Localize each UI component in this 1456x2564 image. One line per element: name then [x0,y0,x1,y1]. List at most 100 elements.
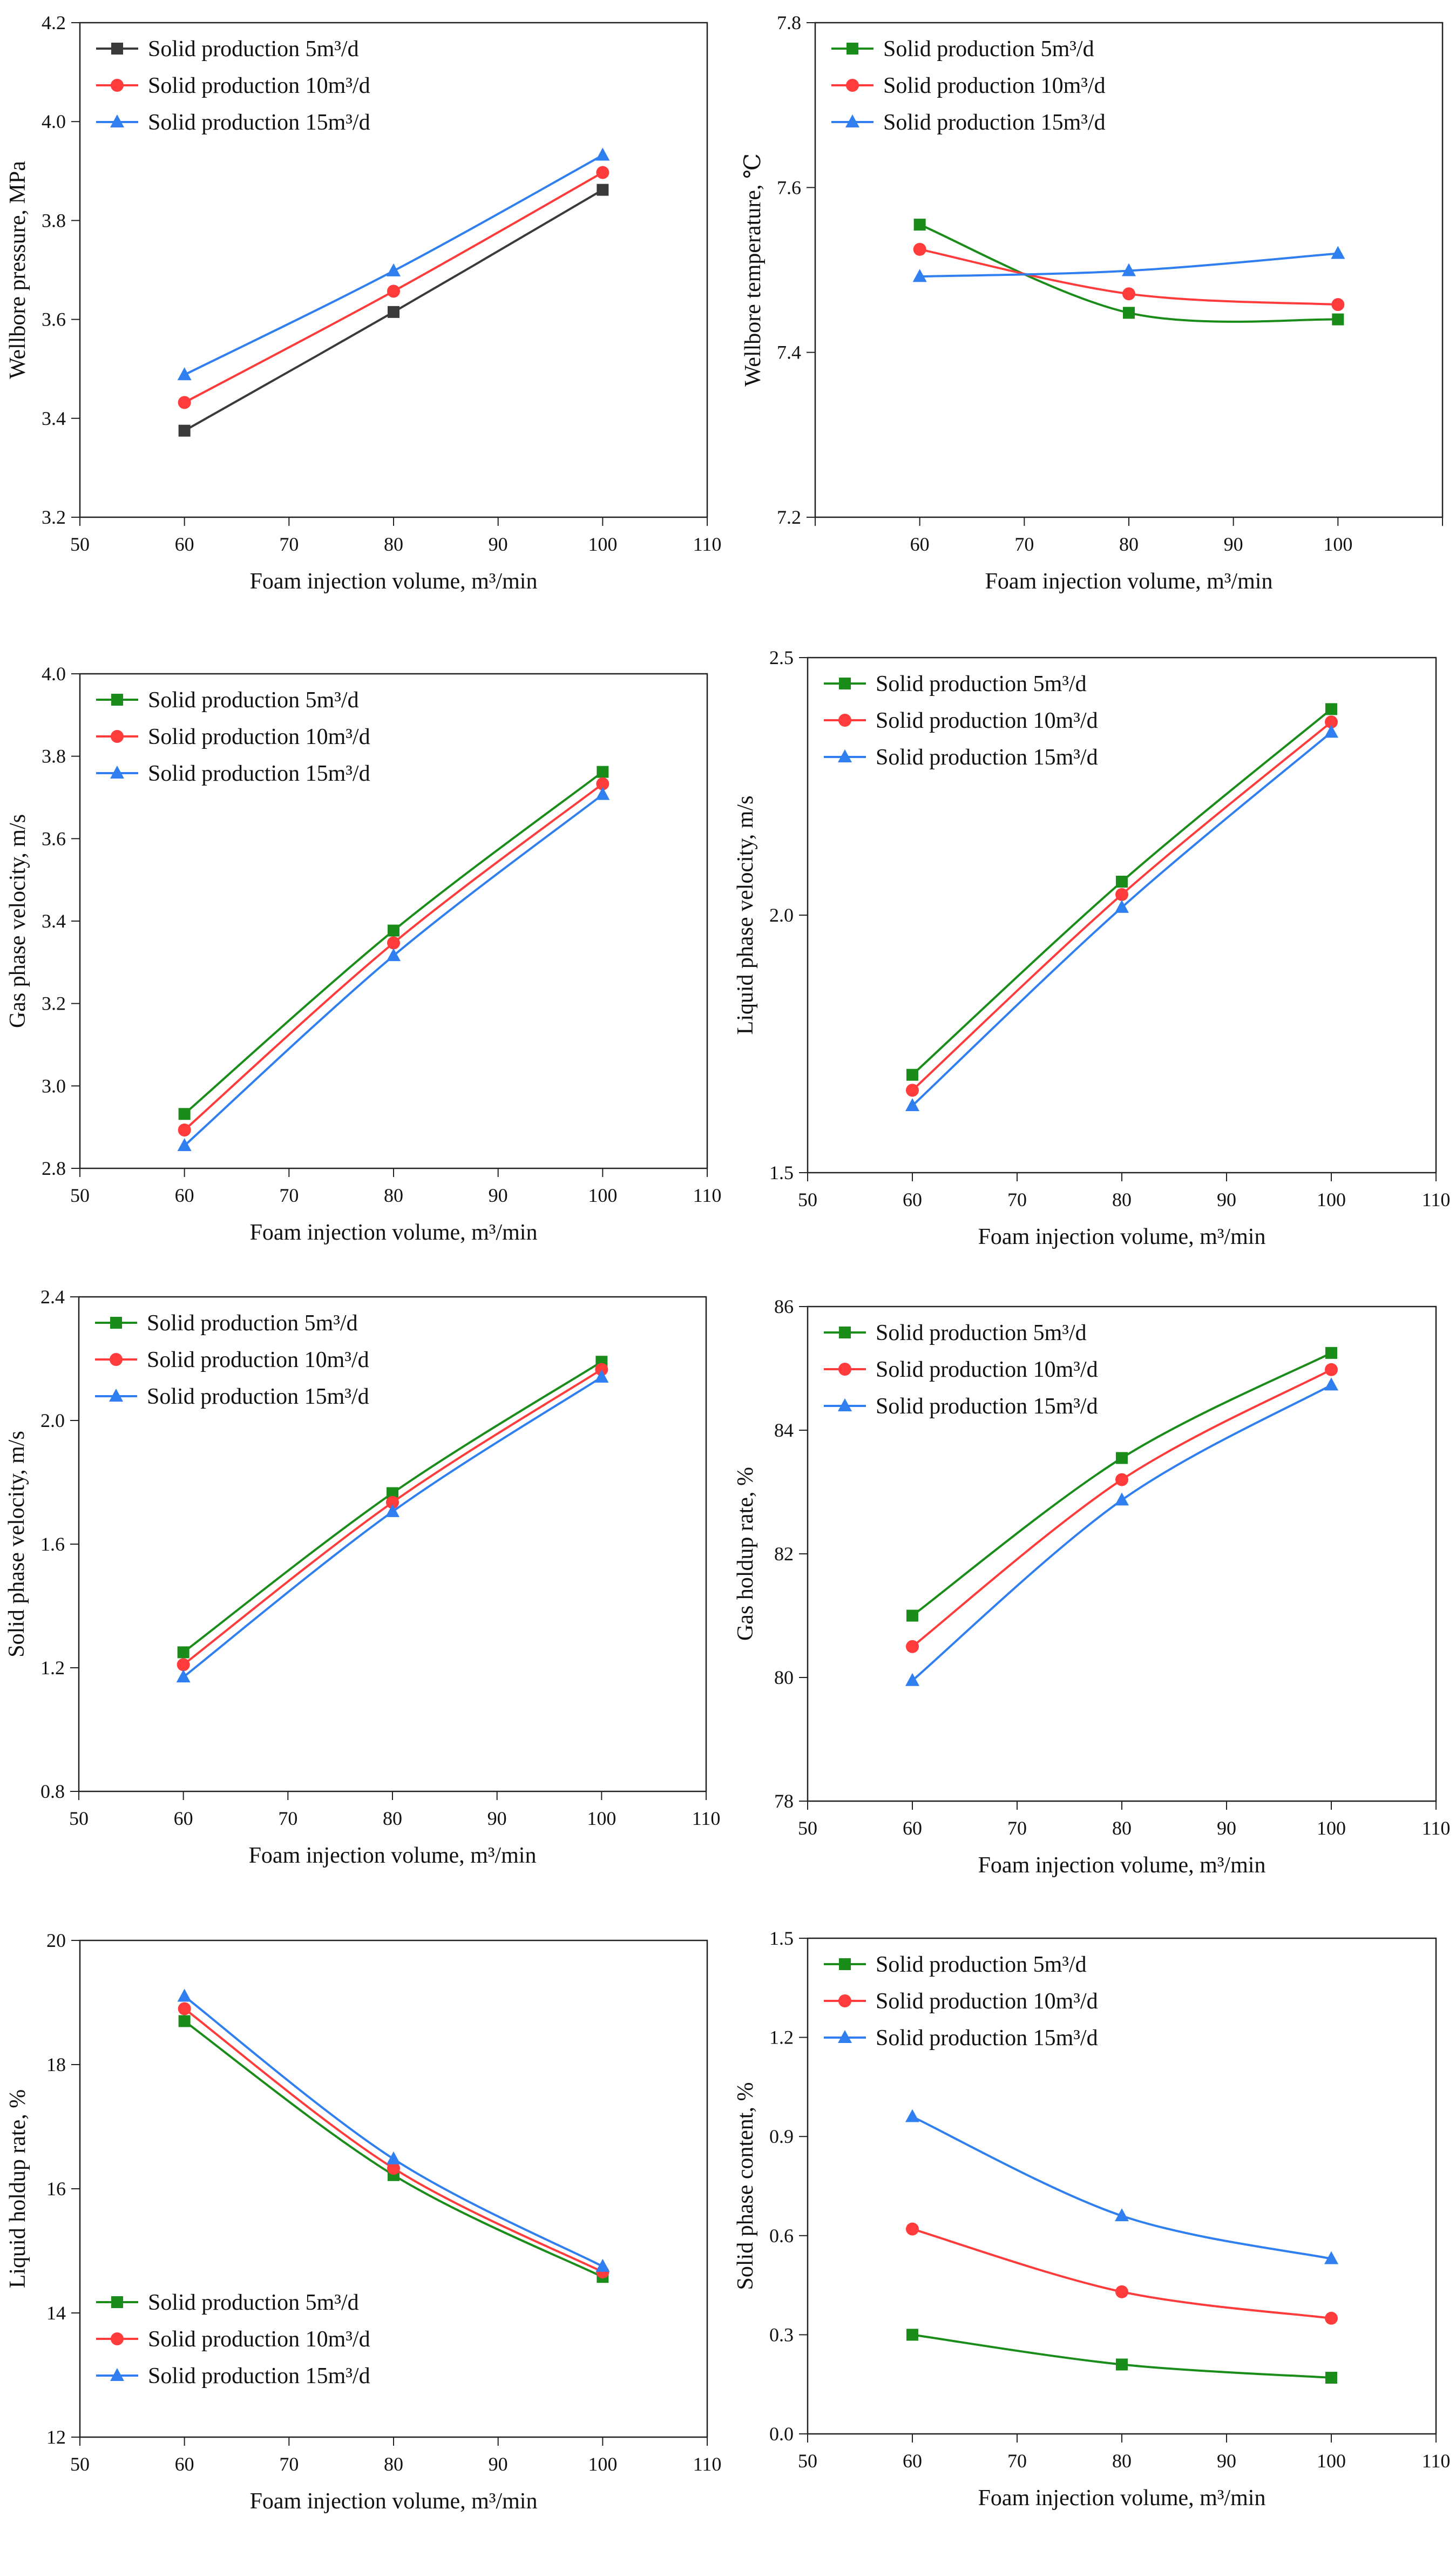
legend-label-1: Solid production 5m³/d [148,37,359,62]
x-tick-label: 80 [384,1185,403,1206]
y-axis-label: Gas phase velocity, m/s [5,814,30,1028]
x-tick-label: 90 [1217,1189,1236,1210]
x-axis-label: Foam injection volume, m³/min [978,1853,1266,1878]
x-tick-label: 60 [903,2450,922,2472]
legend-label-2: Solid production 10m³/d [147,1348,369,1372]
y-axis-label: Solid phase velocity, m/s [4,1431,29,1658]
x-tick-label: 70 [1007,2450,1027,2472]
legend-label-2: Solid production 10m³/d [148,725,370,749]
legend-marker-2 [111,79,124,92]
chart-solid-phase-content: 50 60 70 80 90 100 110 0.0 0.3 0.6 0.9 1.2 1.5 Foam i… [733,1927,1450,2511]
y-tick-label: 2.8 [42,1158,66,1179]
data-point [1332,313,1344,326]
x-tick-label: 100 [588,533,617,555]
data-point [387,1487,398,1499]
y-tick-label: 0.0 [769,2423,794,2445]
legend-marker-3 [838,749,852,762]
y-tick-label: 1.5 [769,1927,794,1949]
series-line-3 [182,1376,602,1678]
y-tick-label: 2.0 [40,1410,65,1431]
legend-label-1: Solid production 5m³/d [148,688,359,713]
data-point [1324,1377,1338,1391]
x-tick-label: 60 [903,1189,922,1210]
x-tick-label: 60 [175,2453,194,2475]
y-tick-label: 1.2 [769,2027,794,2048]
data-point [178,396,191,409]
data-point [596,777,610,790]
x-tick-label: 100 [1317,1817,1346,1839]
data-point [177,367,192,381]
data-point [597,766,609,778]
chart-solid-phase-velocity: 50 60 70 80 90 100 110 0.8 1.2 1.6 2.0 2.4 Foam inje… [4,1286,720,1868]
data-point [905,2109,919,2122]
legend-label-2: Solid production 10m³/d [883,73,1106,98]
y-tick-label: 3.4 [42,910,66,932]
data-point [1325,1347,1337,1359]
x-tick-label: 110 [1422,1817,1451,1839]
y-tick-label: 7.6 [777,177,801,198]
legend-label-2: Solid production 10m³/d [876,708,1098,733]
data-point [1115,888,1128,901]
legend-marker-3 [845,114,859,127]
x-tick-label: 110 [693,1185,722,1206]
y-tick-label: 78 [774,1790,794,1812]
x-tick-label: 110 [693,533,722,555]
chart-gas-holdup-rate: 50 60 70 80 90 100 110 78 80 82 84 86 Foam injection… [733,1296,1450,1878]
y-tick-label: 3.8 [42,746,66,767]
x-tick-label: 90 [487,1808,507,1829]
data-point [388,924,399,937]
x-tick-label: 100 [588,1185,617,1206]
legend-label-3: Solid production 15m³/d [876,1394,1098,1419]
data-point [1116,2358,1128,2371]
legend-marker-1 [839,1327,851,1338]
data-point [597,184,609,196]
y-axis-label: Wellbore pressure, MPa [5,161,30,379]
x-tick-label: 100 [588,2453,617,2475]
legend-label-2: Solid production 10m³/d [148,73,370,98]
data-point [595,147,610,161]
legend-label-3: Solid production 15m³/d [147,1384,369,1409]
legend-label-3: Solid production 15m³/d [148,2364,370,2389]
y-tick-label: 2.5 [769,647,794,668]
plot-frame [79,1939,708,2438]
series-line-2 [912,2228,1332,2319]
y-axis-label: Solid phase content, % [733,2082,758,2290]
y-axis-label: Wellbore temperature, ℃ [741,153,766,387]
legend-marker-1 [111,43,123,55]
legend-marker-3 [110,766,124,779]
legend-marker-1 [846,43,858,55]
data-point [177,1988,192,2002]
x-tick-label: 90 [1224,533,1243,555]
x-axis-label: Foam injection volume, m³/min [250,569,538,594]
data-point [177,1138,192,1152]
data-point [178,1124,191,1137]
y-tick-label: 18 [46,2054,66,2075]
chart-wellbore-temperature: 60 70 80 90 100 7.2 7.4 7.6 7.8 Foam injection vo… [741,12,1444,594]
data-point [1325,703,1337,715]
data-point [1325,715,1338,729]
x-tick-label: 50 [70,2453,90,2475]
x-tick-label: 110 [1422,1189,1451,1210]
legend-marker-1 [839,678,851,689]
y-tick-label: 3.2 [42,993,66,1014]
legend-label-1: Solid production 5m³/d [883,37,1094,62]
legend-marker-2 [846,79,859,92]
legend-label-3: Solid production 15m³/d [876,745,1098,770]
chart-liquid-phase-velocity: 50 60 70 80 90 100 110 1.5 2.0 2.5 Foam injection … [733,647,1450,1249]
x-tick-label: 90 [489,2453,508,2475]
legend-marker-3 [838,2030,852,2043]
data-point [1115,2285,1128,2298]
y-tick-label: 7.4 [777,342,801,363]
y-tick-label: 4.0 [42,111,66,132]
legend-label-1: Solid production 5m³/d [876,1952,1087,1977]
data-point [1325,2311,1338,2325]
x-tick-label: 60 [903,1817,922,1839]
legend-marker-2 [110,1353,123,1366]
data-point [595,787,610,800]
legend-label-1: Solid production 5m³/d [876,672,1087,696]
series-line-3 [911,1384,1332,1682]
legend-label-3: Solid production 15m³/d [148,761,370,786]
y-tick-label: 12 [46,2426,66,2448]
y-tick-label: 0.3 [769,2324,794,2345]
legend-marker-2 [838,1363,851,1376]
